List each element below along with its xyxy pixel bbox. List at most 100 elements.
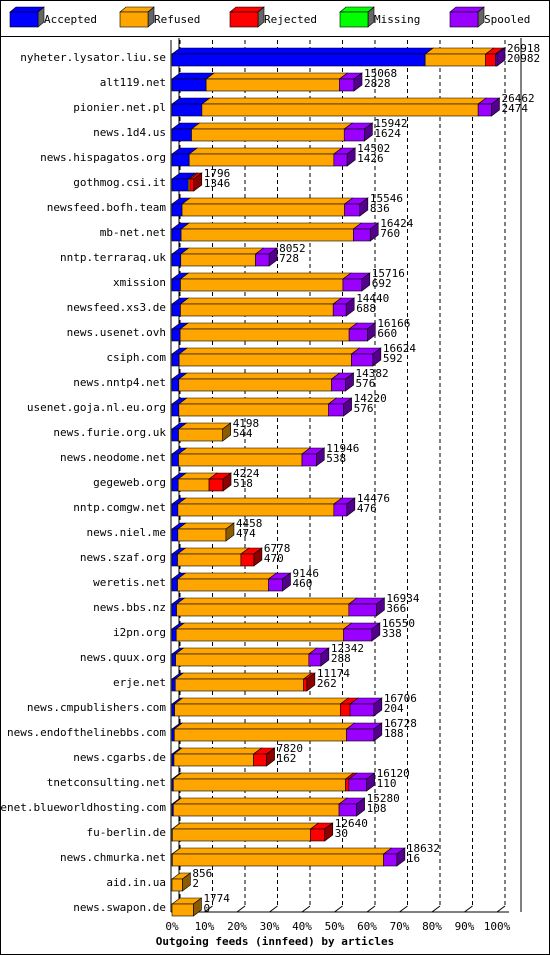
bar-segment-front bbox=[171, 153, 190, 167]
bar-segment-front bbox=[189, 178, 195, 192]
bar-segment bbox=[174, 647, 318, 667]
bar-segment-front bbox=[301, 453, 317, 467]
bar-total-label: 15068 bbox=[364, 67, 397, 80]
bar-end-shade bbox=[347, 148, 356, 166]
category-label: news.endofthelinebbs.com bbox=[7, 726, 166, 739]
bar-segment-front bbox=[172, 853, 384, 867]
bar-segment-front bbox=[171, 653, 176, 667]
bar-end-shade bbox=[320, 648, 329, 666]
bar-segment bbox=[175, 597, 358, 617]
bar-segment-top bbox=[424, 47, 495, 55]
bar-accepted-label: 760 bbox=[380, 227, 400, 240]
category-label: nyheter.lysator.liu.se bbox=[20, 51, 166, 64]
x-tick bbox=[366, 905, 376, 913]
bar-total-label: 16706 bbox=[384, 692, 417, 705]
bar-segment-front bbox=[345, 778, 350, 792]
bar-segment-front bbox=[205, 78, 340, 92]
bar-total-label: 4198 bbox=[233, 417, 260, 430]
bar-segment-front bbox=[353, 228, 371, 242]
bar-end-cap bbox=[346, 497, 356, 517]
bar-end-cap bbox=[367, 322, 376, 342]
bar-segment-top bbox=[176, 522, 235, 530]
bar-total-label: 14220 bbox=[354, 392, 387, 405]
bar-end-shade bbox=[193, 898, 202, 916]
bar-segment bbox=[190, 122, 354, 142]
bar-segment-top bbox=[175, 597, 358, 605]
bar-total-label: 16424 bbox=[380, 217, 413, 230]
category-label: newsfeed.xs3.de bbox=[67, 301, 166, 314]
bar-end-shade bbox=[223, 473, 232, 491]
bar-segment-front bbox=[171, 178, 189, 192]
x-tick bbox=[334, 905, 343, 913]
bar-accepted-label: 538 bbox=[326, 452, 346, 465]
bar-segment-front bbox=[171, 578, 178, 592]
bar-end-shade bbox=[324, 823, 333, 841]
bar-segment bbox=[327, 397, 353, 417]
category-label: usenet.blueworldhosting.com bbox=[0, 801, 166, 814]
bar-segment bbox=[171, 822, 320, 842]
bar-segment-front bbox=[177, 553, 242, 567]
category-label: i2pn.org bbox=[113, 626, 166, 639]
bar-accepted-label: 338 bbox=[382, 627, 402, 640]
legend-swatch bbox=[449, 11, 479, 28]
x-tick bbox=[431, 905, 441, 913]
bar-segment-front bbox=[308, 653, 322, 667]
bar-segment-front bbox=[255, 253, 270, 267]
category-label: fu-berlin.de bbox=[87, 826, 166, 839]
bar-segment-top bbox=[173, 697, 350, 705]
bar-segment bbox=[205, 72, 349, 92]
bar-segment-front bbox=[348, 778, 367, 792]
bar-segment bbox=[179, 247, 265, 267]
category-label: tnetconsulting.net bbox=[47, 776, 166, 789]
x-tick-label: 0% bbox=[165, 920, 179, 933]
bar-accepted-label: 470 bbox=[264, 552, 284, 565]
bar-end-cap bbox=[345, 372, 354, 392]
x-tick-label: 20% bbox=[227, 920, 247, 933]
bar-segment-front bbox=[171, 403, 180, 417]
bar-end-cap bbox=[373, 697, 383, 717]
legend-item: Rejected bbox=[229, 6, 317, 28]
bar-segment-top bbox=[171, 47, 435, 55]
bar-segment-top bbox=[188, 147, 343, 155]
bar-segment-front bbox=[171, 903, 194, 917]
bar-segment-front bbox=[477, 103, 492, 117]
bar-end-shade bbox=[346, 298, 355, 316]
bar-segment bbox=[342, 272, 371, 292]
bar-segment-top bbox=[177, 422, 232, 430]
category-label: mb-net.net bbox=[100, 226, 166, 239]
bar-total-label: 14440 bbox=[356, 292, 389, 305]
bar-total-label: 12342 bbox=[331, 642, 364, 655]
category-label: gothmog.csi.it bbox=[73, 176, 166, 189]
bar-end-cap bbox=[266, 747, 275, 767]
bar-segment-front bbox=[171, 453, 179, 467]
category-label: aid.in.ua bbox=[106, 876, 166, 889]
bar-segment-front bbox=[191, 128, 345, 142]
bar-segment-front bbox=[171, 503, 179, 517]
bar-end-cap bbox=[182, 872, 191, 892]
bar-segment bbox=[173, 697, 350, 717]
bar-segment-top bbox=[179, 322, 359, 330]
category-label: xmission bbox=[113, 276, 166, 289]
bar-segment-front bbox=[333, 503, 348, 517]
bar-accepted-label: 728 bbox=[279, 252, 299, 265]
bar-segment-front bbox=[171, 678, 176, 692]
bar-total-label: 15280 bbox=[367, 792, 400, 805]
bar-total-label: 4224 bbox=[233, 467, 260, 480]
bar-segment bbox=[347, 597, 386, 617]
bar-segment-top bbox=[180, 222, 363, 230]
bar-end-shade bbox=[359, 198, 368, 216]
bar-end-shade bbox=[396, 848, 405, 866]
bar-segment-top bbox=[178, 347, 361, 355]
bar-end-shade bbox=[373, 698, 382, 716]
bar-segment bbox=[179, 322, 359, 342]
bar-segment bbox=[171, 47, 435, 67]
bar-segment bbox=[178, 347, 361, 367]
bar-end-cap bbox=[315, 447, 325, 467]
bar-segment bbox=[200, 97, 488, 117]
category-label: news.nntp4.net bbox=[73, 376, 166, 389]
bar-segment bbox=[176, 497, 343, 517]
bar-end-cap bbox=[369, 222, 379, 242]
bar-segment-front bbox=[175, 653, 310, 667]
legend-item: Accepted bbox=[9, 6, 97, 28]
